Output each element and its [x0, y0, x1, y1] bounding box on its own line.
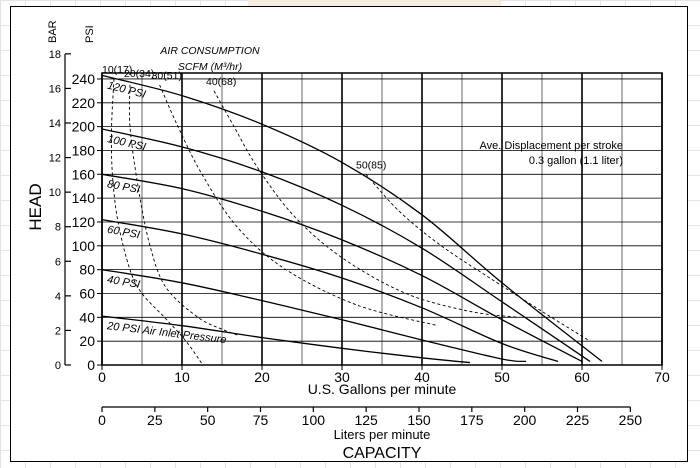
psi-axis-title: PSI [84, 25, 96, 43]
bar-tick-label: 12 [49, 153, 61, 165]
capacity-title: CAPACITY [343, 445, 422, 461]
bar-tick-label: 10 [49, 187, 61, 199]
bar-tick-label: 6 [55, 256, 61, 268]
bar-tick-label: 14 [49, 118, 61, 130]
performance-curve [101, 269, 527, 363]
displacement-note-line2: 0.3 gallon (1.1 liter) [529, 155, 623, 167]
liters-tick-label: 50 [200, 412, 216, 428]
liters-tick-label: 175 [460, 412, 484, 428]
performance-curve-label: 40 PSI [106, 274, 141, 291]
bar-axis-title: BAR [47, 20, 59, 43]
psi-tick-label: 180 [72, 142, 96, 158]
bar-tick-label: 18 [49, 49, 61, 61]
performance-curve-label: 120 PSI [106, 80, 147, 101]
bar-tick-label: 16 [49, 83, 61, 95]
psi-tick-label: 60 [79, 285, 95, 301]
air-consumption-title: AIR CONSUMPTION [159, 45, 260, 57]
performance-curve-label: 80 PSI [106, 178, 141, 196]
air-consumption-label: 10(17) [102, 64, 132, 76]
x2-axis-title: Liters per minute [334, 427, 431, 442]
displacement-note-line1: Ave. Displacement per stroke [480, 140, 623, 152]
air-consumption-label: 30(51) [152, 70, 182, 82]
liters-tick-label: 100 [302, 412, 326, 428]
air-consumption-label: 20(34) [124, 68, 154, 80]
psi-tick-label: 40 [79, 309, 95, 325]
psi-tick-label: 220 [72, 95, 96, 111]
x-tick-label: 70 [654, 369, 670, 385]
bar-tick-label: 0 [55, 360, 61, 372]
liters-tick-label: 125 [354, 412, 378, 428]
bar-tick-label: 2 [55, 325, 61, 337]
x-tick-label: 10 [174, 369, 190, 385]
air-consumption-curve [110, 78, 203, 365]
performance-curve [101, 173, 583, 362]
psi-tick-label: 0 [87, 357, 95, 373]
chart-panel: 10(17) 20(34) 30(51) 40(68) 50(85) 120 PSI 10… [10, 6, 688, 462]
air-consumption-unit: SCFM (M³/hr) [178, 61, 242, 73]
bar-tick-label: 8 [55, 222, 61, 234]
x-tick-label: 40 [414, 369, 430, 385]
x-tick-label: 60 [574, 369, 590, 385]
x-tick-label: 30 [334, 369, 350, 385]
liters-tick-label: 150 [407, 412, 431, 428]
psi-tick-label: 240 [72, 71, 96, 87]
liters-tick-label: 25 [147, 412, 163, 428]
air-consumption-curve [365, 174, 591, 342]
psi-tick-label: 140 [72, 190, 96, 206]
performance-curve [101, 74, 603, 362]
performance-curve [101, 315, 471, 364]
psi-tick-label: 200 [72, 119, 96, 135]
pump-performance-chart: 10(17)20(34)30(51) 40(68)50(85) 120 PSI10… [26, 20, 670, 461]
psi-tick-label: 160 [72, 166, 96, 182]
plot-frame [101, 72, 663, 366]
head-axis-title: HEAD [26, 183, 45, 230]
x-tick-label: 20 [254, 369, 270, 385]
air-consumption-label: 40(68) [206, 76, 236, 88]
liters-tick-label: 200 [513, 412, 537, 428]
liters-tick-label: 250 [619, 412, 643, 428]
liters-tick-label: 225 [566, 412, 590, 428]
air-consumption-label: 50(85) [356, 159, 386, 171]
psi-tick-label: 120 [72, 214, 96, 230]
air-consumption-curves: 10(17)20(34)30(51) 40(68) 50(85) [102, 64, 591, 365]
x-tick-label: 50 [494, 369, 510, 385]
air-consumption-curve [213, 90, 519, 318]
performance-curve-label: 60 PSI [106, 224, 141, 242]
performance-curve [101, 128, 591, 362]
bar-tick-label: 4 [55, 291, 61, 303]
liters-tick-label: 0 [98, 412, 106, 428]
liters-tick-label: 75 [253, 412, 269, 428]
performance-curve [101, 218, 559, 363]
air-consumption-curve [159, 84, 439, 327]
psi-tick-label: 100 [72, 238, 96, 254]
x-axis-title: U.S. Gallons per minute [308, 381, 457, 397]
air-consumption-curve [128, 84, 239, 336]
x-tick-label: 0 [98, 369, 106, 385]
plot-grid [101, 73, 663, 366]
psi-tick-label: 80 [79, 262, 95, 278]
psi-tick-label: 20 [79, 333, 95, 349]
axes: 0 10 20 30 40 50 60 700204060801001201401601802… [49, 49, 670, 428]
